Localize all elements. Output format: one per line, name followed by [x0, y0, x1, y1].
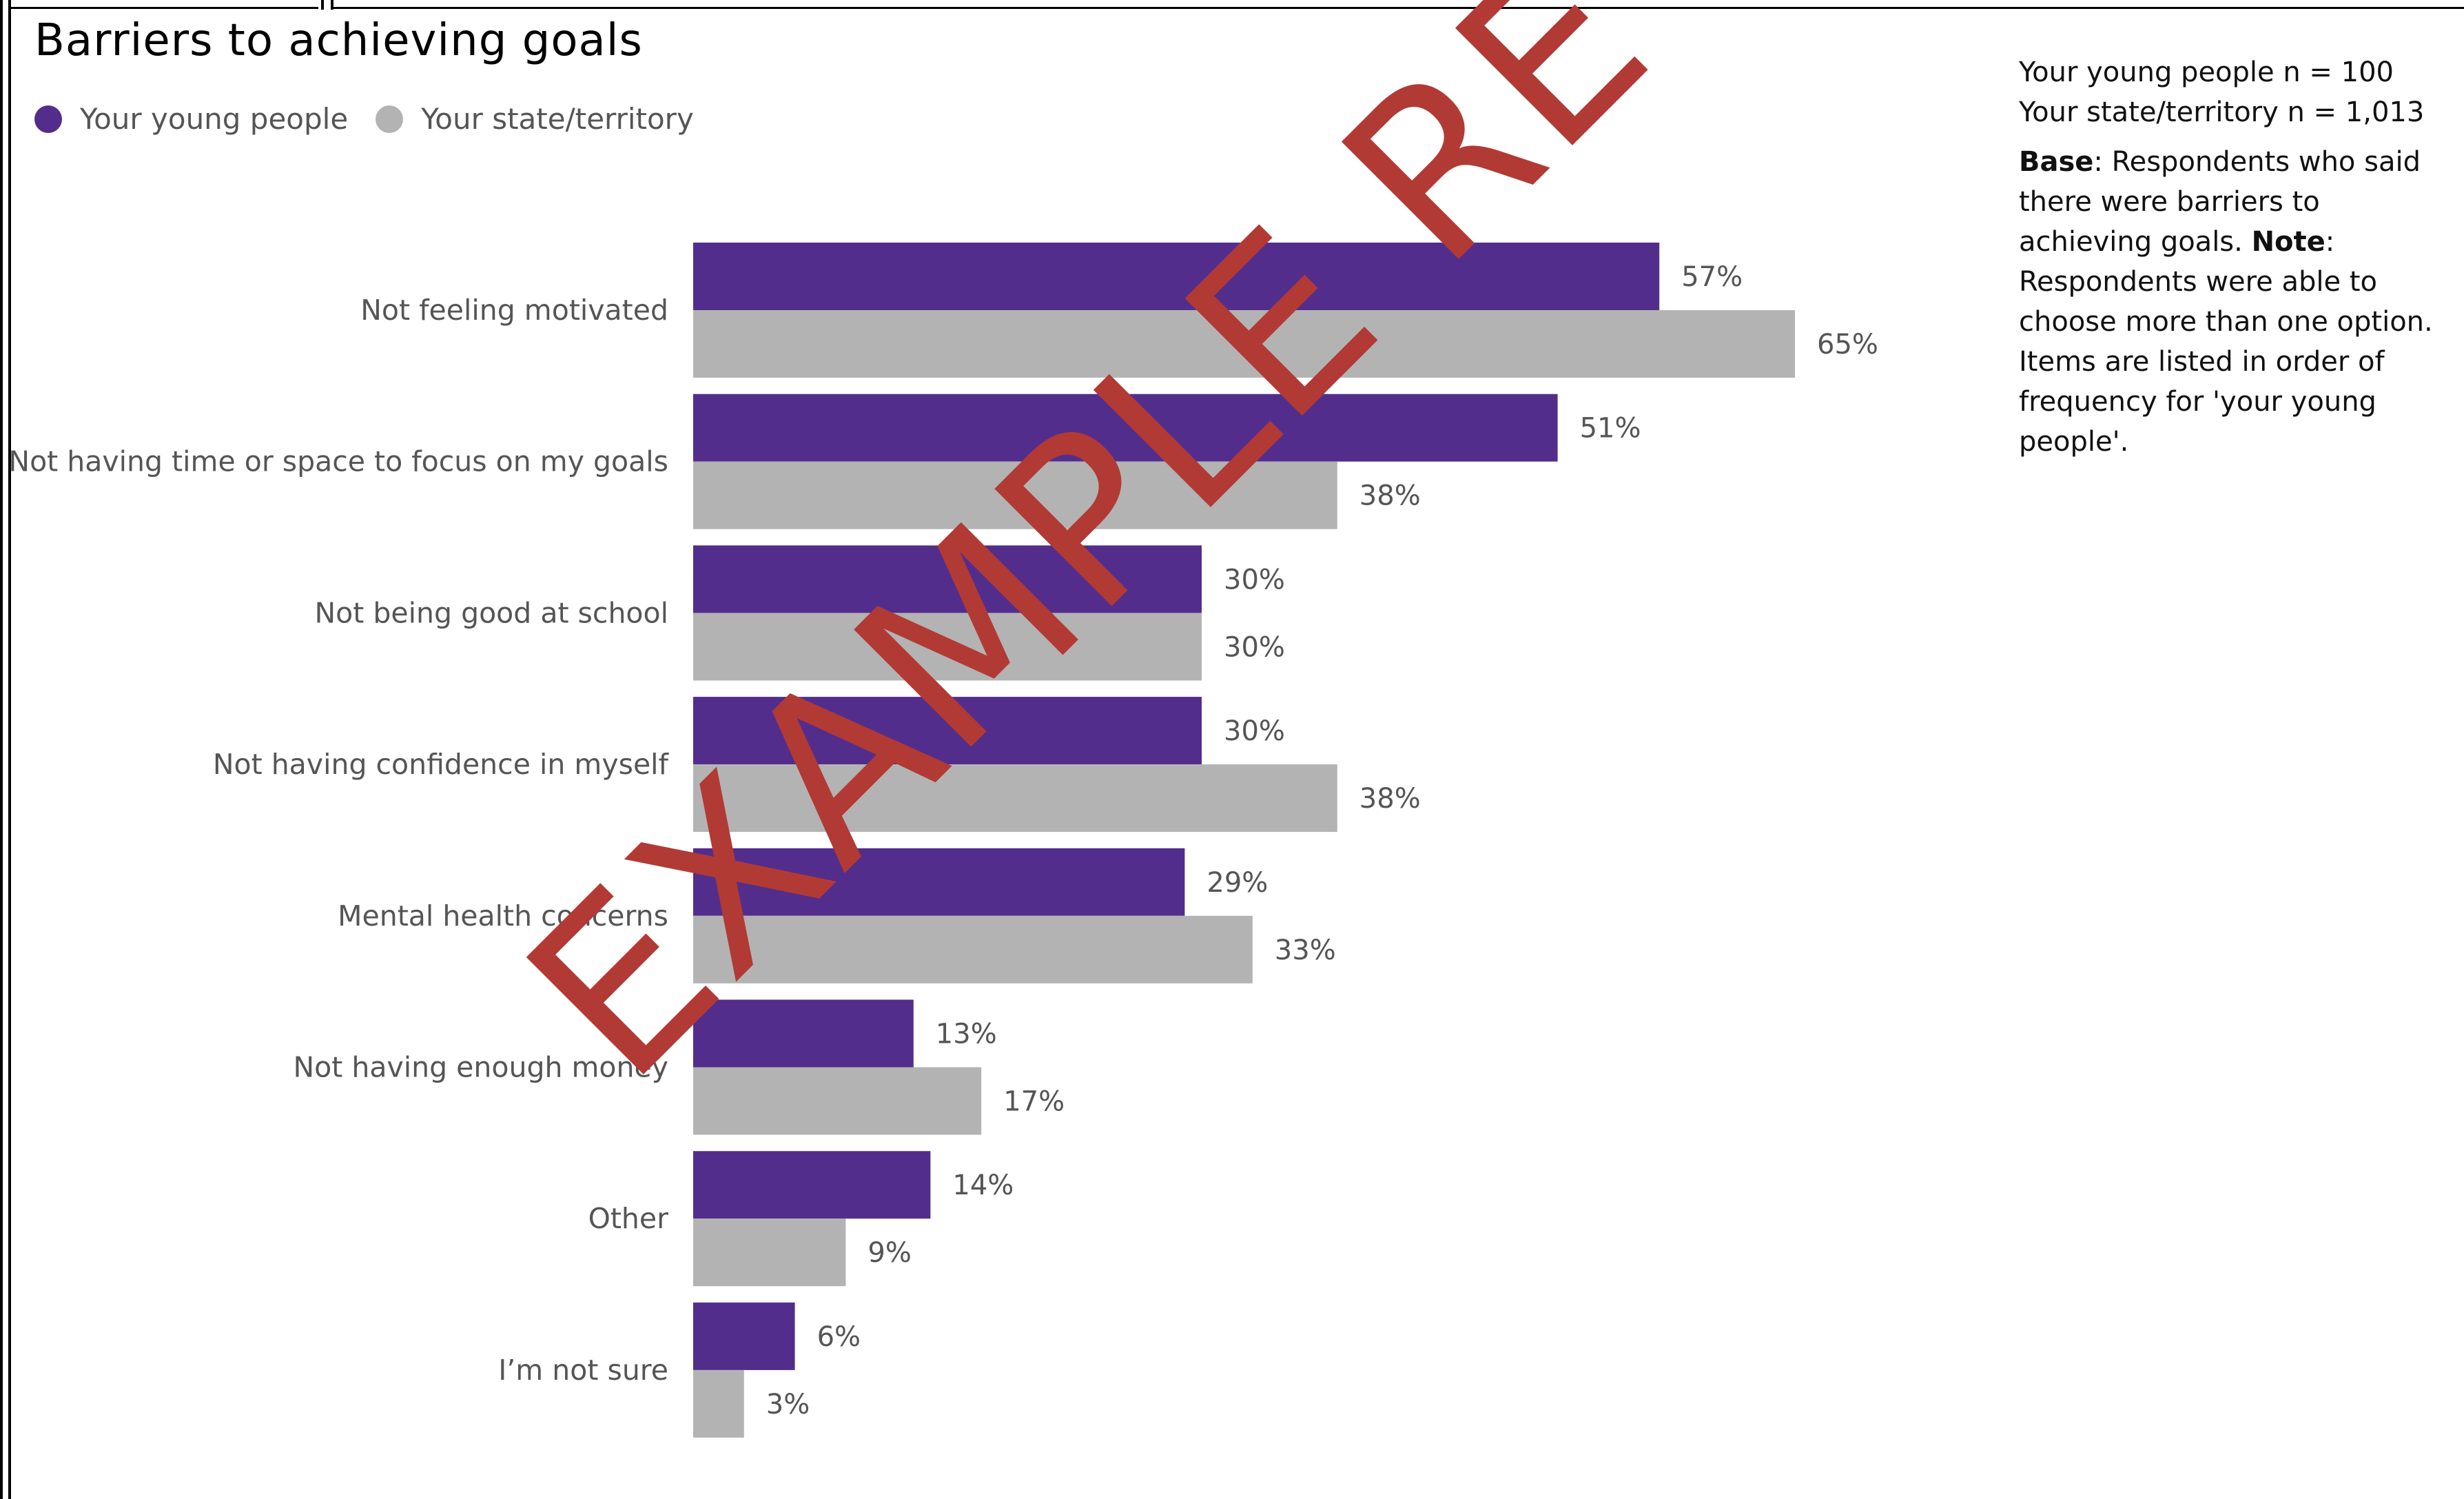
sample-counts: Your young people n = 100 Your state/ter…	[2019, 52, 2446, 132]
category-label: Mental health concerns	[338, 899, 668, 932]
bar-state-territory	[693, 310, 1795, 378]
value-label: 17%	[1003, 1086, 1065, 1118]
category-label: Not having confidence in myself	[213, 748, 670, 781]
bar-young-people	[693, 545, 1202, 613]
base-text: : Respondents who said there were barrie…	[2019, 146, 2421, 258]
value-label: 14%	[952, 1170, 1014, 1201]
legend-dot-young	[34, 105, 62, 133]
bar-young-people	[693, 848, 1185, 916]
value-label: 9%	[867, 1237, 911, 1269]
bar-young-people	[693, 999, 914, 1068]
category-label: Not feeling motivated	[360, 294, 668, 327]
chart-title: Barriers to achieving goals	[34, 15, 643, 66]
value-label: 51%	[1580, 413, 1641, 445]
bar-young-people	[693, 697, 1202, 765]
frame-top-right-vertical	[331, 0, 333, 10]
value-label: 6%	[817, 1321, 861, 1353]
bar-state-territory	[693, 1369, 744, 1438]
chart-legend: Your young people Your state/territory	[34, 102, 721, 136]
value-label: 30%	[1224, 715, 1285, 747]
bar-state-territory	[693, 461, 1337, 529]
count-young: Your young people n = 100	[2019, 57, 2394, 88]
frame-top-divider	[321, 0, 324, 10]
bar-state-territory	[693, 613, 1202, 681]
value-label: 29%	[1207, 867, 1268, 899]
count-state: Your state/territory n = 1,013	[2019, 96, 2425, 128]
frame-top-segment-left	[8, 7, 318, 9]
bar-state-territory	[693, 764, 1337, 833]
value-label: 57%	[1681, 261, 1743, 293]
category-label: Not having time or space to focus on my …	[8, 445, 668, 478]
bar-young-people	[693, 1151, 931, 1219]
value-label: 33%	[1275, 935, 1336, 966]
value-label: 38%	[1359, 480, 1421, 512]
bar-state-territory	[693, 1067, 982, 1135]
legend-dot-state	[376, 105, 404, 133]
legend-item-young: Your young people	[34, 102, 348, 136]
bar-young-people	[693, 1302, 795, 1370]
frame-left-outer	[0, 0, 3, 1499]
base-note: Base: Respondents who said there were ba…	[2019, 142, 2446, 462]
category-label: Other	[588, 1202, 669, 1235]
value-label: 13%	[936, 1019, 997, 1050]
value-label: 38%	[1359, 783, 1421, 815]
category-label: Not being good at school	[315, 596, 668, 629]
category-label: Not having enough money	[294, 1051, 669, 1084]
bar-young-people	[693, 243, 1660, 310]
base-label: Base	[2019, 146, 2094, 178]
side-note: Your young people n = 100 Your state/ter…	[2019, 52, 2446, 462]
bar-state-territory	[693, 1218, 846, 1287]
legend-label-young: Your young people	[80, 102, 349, 136]
value-label: 65%	[1817, 329, 1878, 360]
category-label: I’m not sure	[498, 1354, 668, 1387]
frame-top-segment-right	[331, 7, 2464, 9]
value-label: 30%	[1224, 564, 1285, 595]
legend-label-state: Your state/territory	[421, 102, 694, 136]
bar-state-territory	[693, 915, 1253, 983]
note-label: Note	[2251, 226, 2326, 258]
frame-left-inner	[8, 0, 11, 1499]
value-label: 30%	[1224, 631, 1285, 663]
bar-young-people	[693, 394, 1558, 462]
value-label: 3%	[766, 1389, 810, 1420]
legend-item-state: Your state/territory	[376, 102, 694, 136]
note-text: : Respondents were able to choose more t…	[2019, 226, 2433, 458]
